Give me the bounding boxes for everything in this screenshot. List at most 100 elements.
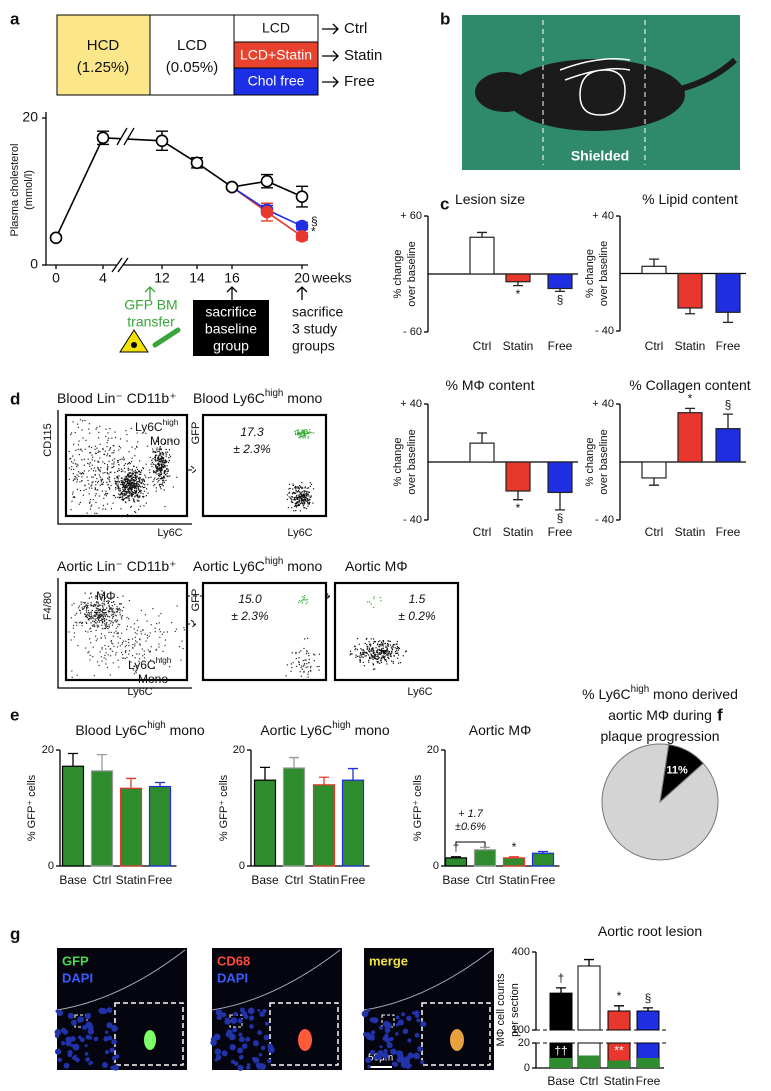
event-dot bbox=[99, 451, 101, 453]
event-dot bbox=[137, 481, 139, 483]
event-dot bbox=[133, 493, 135, 495]
event-dot bbox=[139, 496, 141, 498]
event-dot bbox=[302, 491, 304, 493]
event-dot bbox=[136, 484, 138, 486]
event-dot bbox=[149, 471, 151, 474]
event-dot bbox=[366, 644, 368, 646]
event-dot bbox=[132, 473, 135, 475]
event-dot bbox=[85, 439, 87, 441]
event-dot bbox=[87, 607, 89, 609]
event-dot bbox=[309, 501, 311, 504]
event-dot bbox=[290, 498, 292, 500]
event-dot bbox=[91, 476, 93, 478]
box-text: Chol free bbox=[248, 73, 305, 89]
x-tick-label: 4 bbox=[99, 270, 107, 286]
x-tick-label: Statin bbox=[499, 873, 530, 887]
event-dot bbox=[387, 644, 389, 646]
event-dot bbox=[89, 452, 92, 454]
event-dot bbox=[103, 599, 105, 601]
flow-y-label: CD115 bbox=[42, 423, 54, 456]
nucleus bbox=[371, 1030, 376, 1035]
event-dot bbox=[285, 675, 287, 677]
event-dot bbox=[90, 485, 92, 487]
event-dot bbox=[305, 499, 307, 501]
event-dot bbox=[102, 447, 104, 450]
event-dot bbox=[108, 487, 111, 489]
event-dot bbox=[121, 498, 123, 501]
event-dot bbox=[300, 493, 302, 495]
event-dot bbox=[392, 662, 394, 664]
x-tick-label: Statin bbox=[604, 1074, 635, 1088]
event-dot bbox=[95, 635, 97, 637]
event-dot bbox=[112, 643, 114, 645]
point bbox=[295, 230, 309, 243]
event-dot bbox=[132, 493, 134, 496]
event-dot bbox=[121, 615, 124, 617]
error-bar bbox=[614, 1005, 624, 1012]
event-dot bbox=[99, 457, 101, 459]
event-dot bbox=[114, 477, 116, 480]
event-dot bbox=[143, 490, 145, 492]
event-dot bbox=[75, 449, 77, 451]
event-dot bbox=[117, 480, 119, 482]
event-dot bbox=[77, 464, 79, 466]
event-dot bbox=[94, 487, 96, 489]
event-dot bbox=[308, 428, 311, 431]
event-dot bbox=[385, 660, 388, 663]
event-dot bbox=[302, 496, 304, 498]
event-dot bbox=[134, 490, 136, 493]
event-dot bbox=[79, 501, 81, 504]
event-dot bbox=[158, 469, 160, 471]
event-dot bbox=[162, 465, 164, 468]
event-dot bbox=[76, 466, 78, 468]
event-dot bbox=[163, 476, 165, 478]
event-dot bbox=[104, 453, 106, 456]
event-dot bbox=[388, 651, 391, 653]
event-dot bbox=[132, 478, 134, 481]
event-dot bbox=[304, 502, 306, 504]
event-dot bbox=[121, 492, 123, 494]
nucleus bbox=[262, 1008, 267, 1014]
text-part: Lesion size bbox=[455, 191, 525, 207]
nucleus bbox=[395, 1023, 399, 1027]
event-dot bbox=[129, 488, 131, 490]
event-dot bbox=[134, 511, 137, 514]
event-dot bbox=[115, 621, 117, 623]
event-dot bbox=[89, 508, 92, 510]
event-dot bbox=[120, 493, 122, 495]
event-dot bbox=[138, 496, 140, 498]
event-dot bbox=[113, 463, 115, 465]
event-dot bbox=[109, 447, 112, 449]
event-dot bbox=[137, 441, 139, 443]
event-dot bbox=[130, 488, 132, 490]
event-dot bbox=[110, 508, 113, 510]
event-dot bbox=[308, 432, 310, 435]
event-dot bbox=[166, 631, 168, 633]
event-dot bbox=[307, 494, 309, 496]
axis-break bbox=[112, 258, 128, 272]
event-dot bbox=[113, 495, 116, 497]
event-dot bbox=[166, 465, 168, 467]
event-dot bbox=[299, 492, 301, 494]
bar bbox=[473, 849, 497, 867]
cell bbox=[298, 1029, 312, 1051]
event-dot bbox=[133, 471, 135, 473]
event-dot bbox=[165, 451, 167, 453]
flow-x-label: Ly6C bbox=[407, 686, 432, 698]
event-dot bbox=[79, 419, 82, 421]
panel-label: a bbox=[10, 9, 20, 28]
axis-arrow bbox=[57, 410, 192, 525]
event-dot bbox=[294, 485, 296, 488]
event-dot bbox=[72, 455, 74, 457]
event-dot bbox=[136, 481, 138, 483]
event-dot bbox=[394, 647, 396, 649]
event-dot bbox=[85, 488, 87, 490]
event-dot bbox=[135, 492, 137, 494]
y-tick-label: 400 bbox=[512, 946, 530, 958]
event-dot bbox=[130, 493, 132, 496]
y-tick-label: - 60 bbox=[403, 326, 422, 338]
bar-segment bbox=[578, 1055, 600, 1068]
event-dot bbox=[92, 456, 94, 458]
event-dot bbox=[159, 446, 161, 448]
event-dot bbox=[108, 631, 110, 633]
